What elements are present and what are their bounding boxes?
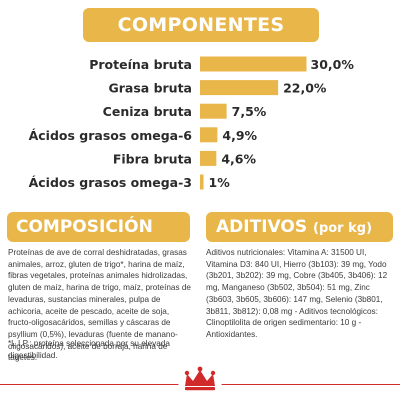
- category-label: Ácidos grasos omega-6: [29, 128, 193, 143]
- bar: [200, 80, 279, 96]
- additives-title: ADITIVOS: [216, 217, 308, 237]
- additives-text: Aditivos nutricionales: Vitamina A: 3150…: [206, 248, 388, 339]
- additives-banner: ADITIVOS (por kg): [206, 212, 393, 242]
- bar: [200, 150, 217, 166]
- bar: [200, 174, 204, 190]
- bar: [200, 56, 307, 72]
- value-label: 30,0%: [311, 57, 355, 72]
- composition-banner: COMPOSICIÓN: [7, 212, 190, 242]
- components-banner: COMPONENTES ANALÍTICOS: [83, 8, 319, 70]
- value-label: 1%: [209, 175, 231, 190]
- lip-note: *L.I.P.: proteína seleccionada por su el…: [8, 339, 170, 360]
- category-label: Grasa bruta: [108, 81, 192, 96]
- bar: [200, 103, 227, 119]
- value-label: 4,9%: [222, 128, 257, 143]
- additives-unit: (por kg): [313, 221, 373, 236]
- value-label: 4,6%: [221, 151, 256, 166]
- category-label: Proteína bruta: [89, 57, 192, 72]
- value-label: 22,0%: [283, 81, 327, 96]
- analytical-components-chart: Proteína bruta 30,0% Grasa bruta 22,0% Ceniz…: [29, 56, 355, 190]
- value-label: 7,5%: [232, 104, 267, 119]
- bar: [200, 127, 218, 143]
- category-label: Fibra bruta: [113, 151, 192, 166]
- composition-text: Proteínas de ave de corral deshidratadas…: [8, 248, 191, 363]
- category-label: Ácidos grasos omega-3: [29, 175, 192, 190]
- category-label: Ceniza bruta: [103, 104, 192, 119]
- royal-canin-crown-icon: [178, 366, 222, 396]
